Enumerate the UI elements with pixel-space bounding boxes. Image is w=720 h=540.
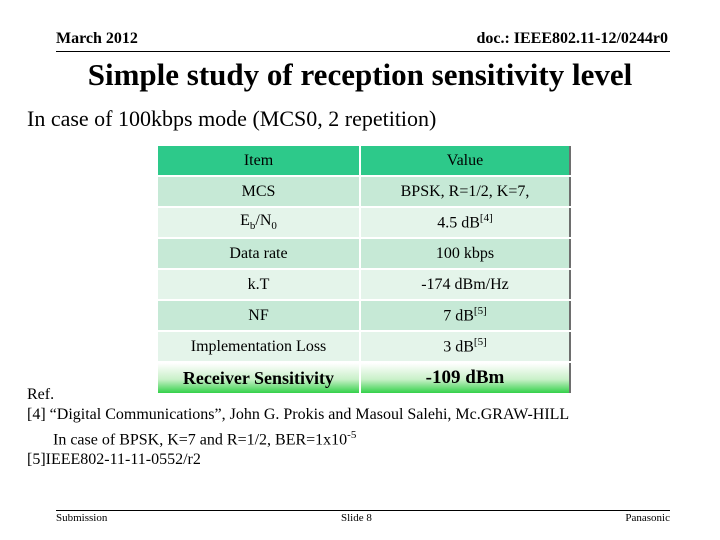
ref-4-note-text: In case of BPSK, K=7 and R=1/2, BER=1x10 — [53, 431, 348, 449]
ref-4-note: In case of BPSK, K=7 and R=1/2, BER=1x10… — [27, 425, 569, 450]
cell-item-sub-b: b — [249, 220, 256, 233]
ref-5: [5]IEEE802-11-11-0552/r2 — [27, 451, 201, 469]
cell-item: Data rate — [158, 238, 361, 270]
cell-value-ref: [5] — [473, 336, 487, 349]
cell-value-main: 7 dB — [443, 307, 474, 325]
cell-value-ref: [4] — [479, 212, 493, 225]
table-row: NF 7 dB[5] — [158, 300, 571, 332]
footer-submission: Submission — [56, 512, 108, 524]
footer-slide-number: Slide 8 — [341, 512, 372, 524]
cell-value: -174 dBm/Hz — [360, 269, 571, 301]
cell-item-main: E — [240, 212, 250, 230]
header-value: Value — [360, 146, 571, 177]
table-row: Data rate 100 kbps — [158, 238, 571, 270]
footer-divider — [56, 510, 670, 511]
ref-4-note-exp: -5 — [347, 429, 357, 441]
cell-item: k.T — [158, 269, 361, 301]
footer-company: Panasonic — [625, 512, 670, 524]
cell-item: Receiver Sensitivity — [158, 362, 361, 395]
header-doc-id: doc.: IEEE802.11-12/0244r0 — [476, 30, 668, 47]
cell-value-ref: [5] — [473, 305, 487, 318]
cell-value-main: 4.5 dB — [437, 214, 480, 232]
references: Ref. [4] “Digital Communications”, John … — [27, 385, 569, 470]
cell-value: 100 kbps — [360, 238, 571, 270]
cell-item: MCS — [158, 176, 361, 208]
cell-item-sub-0: 0 — [271, 220, 277, 233]
slide-title: Simple study of reception sensitivity le… — [87, 57, 633, 92]
ref-4: [4] “Digital Communications”, John G. Pr… — [27, 406, 570, 423]
table-header-row: Item Value — [158, 146, 571, 177]
header-item: Item — [158, 146, 361, 177]
cell-item: Eb/N0 — [158, 207, 361, 239]
table-row: k.T -174 dBm/Hz — [158, 269, 571, 301]
sensitivity-table: Item Value MCS BPSK, R=1/2, K=7, Eb/N0 4… — [158, 146, 571, 395]
table-row: MCS BPSK, R=1/2, K=7, — [158, 176, 571, 208]
table-row: Eb/N0 4.5 dB[4] — [158, 207, 571, 239]
cell-value: 4.5 dB[4] — [360, 207, 571, 239]
table-row-result: Receiver Sensitivity -109 dBm — [158, 362, 571, 395]
header-divider — [56, 51, 670, 52]
cell-value: BPSK, R=1/2, K=7, — [360, 176, 571, 208]
header-date: March 2012 — [56, 30, 138, 47]
cell-item-mid: /N — [255, 212, 272, 230]
cell-item: NF — [158, 300, 361, 332]
cell-value: -109 dBm — [360, 362, 571, 395]
slide-subtitle: In case of 100kbps mode (MCS0, 2 repetit… — [27, 106, 437, 131]
cell-value: 3 dB[5] — [360, 331, 571, 363]
cell-value: 7 dB[5] — [360, 300, 571, 332]
table-row: Implementation Loss 3 dB[5] — [158, 331, 571, 363]
cell-item: Implementation Loss — [158, 331, 361, 363]
ref-heading: Ref. — [27, 386, 55, 403]
cell-value-main: 3 dB — [443, 338, 474, 356]
